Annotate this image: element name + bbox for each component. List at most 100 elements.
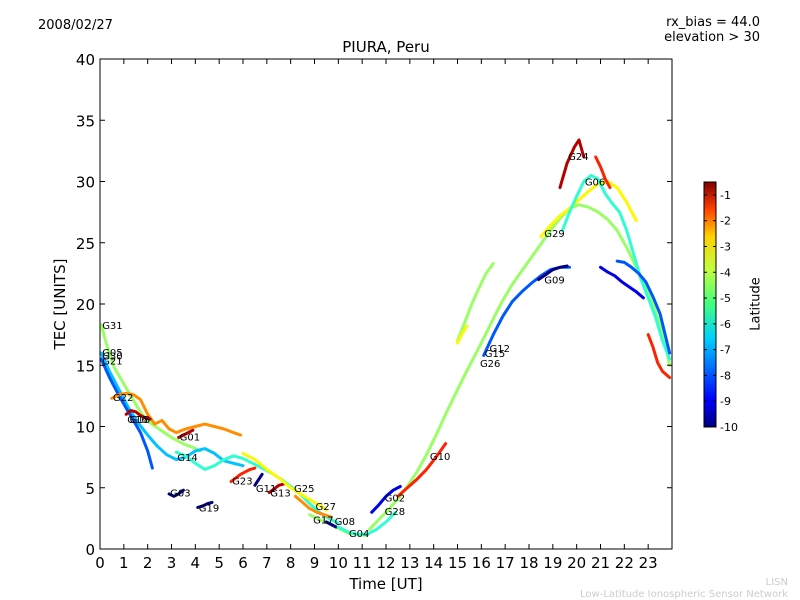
satellite-label-g21: G21 — [102, 356, 122, 367]
y-tick-label: 25 — [76, 235, 95, 253]
x-axis-label: Time [UT] — [349, 575, 423, 593]
bias-info: rx_bias = 44.0 elevation > 30 — [664, 15, 760, 45]
colorbar — [703, 181, 717, 428]
satellite-label-layer: G31G05G30G21G22G16G18G01G14G03G19G23G11G… — [102, 152, 605, 540]
colorbar-tick-label: -7 — [720, 344, 731, 357]
x-tick-label: 5 — [214, 554, 224, 572]
satellite-label-g19: G19 — [199, 503, 219, 514]
series-line-g27 — [293, 494, 333, 519]
series-line-g05 — [99, 351, 245, 468]
x-tick-label: 0 — [95, 554, 105, 572]
x-tick-label: 11 — [353, 554, 372, 572]
x-tick-label: 4 — [191, 554, 201, 572]
satellite-label-g12: G12 — [489, 344, 509, 355]
colorbar-tick-label: -6 — [720, 318, 731, 331]
x-tick-label: 1 — [119, 554, 129, 572]
series-line-g18 — [615, 259, 672, 355]
series-line-g29 — [539, 180, 638, 239]
satellite-label-g10: G10 — [430, 452, 450, 463]
colorbar-tick-label: -8 — [720, 369, 731, 382]
satellite-label-g30: G30 — [102, 351, 122, 362]
x-tick-label: 23 — [639, 554, 658, 572]
series-line-g03 — [167, 488, 185, 498]
satellite-label-g31: G31 — [102, 321, 122, 332]
colorbar-tick-label: -9 — [720, 395, 731, 408]
y-tick-label: 20 — [76, 296, 95, 314]
y-tick-label: 30 — [76, 174, 95, 192]
satellite-label-g17: G17 — [313, 516, 333, 527]
plot-frame — [99, 58, 673, 550]
y-axis: 0 5 10 15 20 25 30 35 40 — [76, 51, 672, 559]
x-tick-label: 20 — [567, 554, 586, 572]
series-line-g19 — [196, 500, 214, 509]
series-line-g20 — [599, 265, 645, 300]
series-line-g28 — [367, 203, 672, 531]
colorbar-tick-label: -1 — [720, 189, 731, 202]
series-layer — [99, 138, 672, 537]
x-tick-label: 18 — [519, 554, 538, 572]
satellite-label-g02: G02 — [385, 494, 405, 505]
satellite-label-g09: G09 — [544, 276, 564, 287]
x-axis: 0 1 2 3 4 5 6 7 8 9 10 11 12 13 14 15 16 17 18 19 20 21 22 23 — [95, 59, 658, 572]
series-line-g04 — [336, 510, 397, 536]
rx-bias-label: rx_bias = 44.0 — [666, 15, 760, 30]
x-tick-label: 16 — [472, 554, 491, 572]
satellite-label-g05: G05 — [102, 348, 122, 359]
satellite-label-g26: G26 — [480, 359, 500, 370]
y-tick-label: 5 — [85, 480, 95, 498]
x-tick-label: 9 — [310, 554, 320, 572]
satellite-label-g23: G23 — [232, 476, 252, 487]
x-tick-label: 15 — [448, 554, 467, 572]
series-line-g24 — [558, 138, 586, 190]
x-tick-label: 12 — [376, 554, 395, 572]
colorbar-tick-label: -4 — [720, 266, 731, 279]
series-line-g15 — [456, 262, 495, 343]
series-line-g16 — [124, 409, 152, 421]
x-tick-label: 21 — [591, 554, 610, 572]
series-line-g25 — [241, 451, 328, 512]
series-line-g02 — [370, 485, 402, 514]
x-tick-label: 10 — [329, 554, 348, 572]
series-line-g06 — [560, 173, 672, 361]
x-tick-label: 3 — [167, 554, 177, 572]
satellite-label-g22: G22 — [113, 393, 133, 404]
satellite-label-g25: G25 — [294, 484, 314, 495]
satellite-label-g28: G28 — [385, 507, 405, 518]
x-tick-label: 17 — [496, 554, 515, 572]
x-tick-label: 2 — [143, 554, 153, 572]
satellite-label-g29: G29 — [544, 229, 564, 240]
satellite-label-g15: G15 — [485, 349, 505, 360]
series-line-g22 — [110, 391, 243, 437]
colorbar-tick-label: -3 — [720, 240, 731, 253]
series-line-g21 — [99, 357, 154, 470]
colorbar-tick-label: -10 — [720, 421, 738, 434]
satellite-label-g06: G06 — [585, 178, 605, 189]
series-line-g09 — [537, 264, 569, 281]
satellite-label-g16: G16 — [127, 415, 147, 426]
series-line-g30 — [594, 155, 612, 190]
series-line-g31 — [99, 323, 202, 453]
x-tick-label: 22 — [615, 554, 634, 572]
x-tick-label: 6 — [238, 554, 248, 572]
series-line-g23 — [229, 466, 257, 484]
x-tick-label: 8 — [286, 554, 296, 572]
satellite-label-g08: G08 — [335, 517, 355, 528]
satellite-label-g03: G03 — [170, 489, 190, 500]
x-tick-label: 13 — [400, 554, 419, 572]
satellite-label-g04: G04 — [349, 529, 369, 540]
satellite-label-g27: G27 — [316, 502, 336, 513]
colorbar-ticks: -1 -2 -3 -4 -5 -6 -7 -8 -9 -10 — [704, 189, 738, 434]
y-tick-label: 40 — [76, 51, 95, 69]
series-line-g13 — [267, 482, 285, 495]
series-line-g11 — [253, 472, 264, 487]
y-tick-label: 10 — [76, 419, 95, 437]
series-line-g07 — [646, 333, 672, 379]
satellite-label-g01: G01 — [180, 432, 200, 443]
series-line-g12 — [456, 324, 469, 345]
x-tick-label: 7 — [262, 554, 272, 572]
colorbar-tick-label: -2 — [720, 215, 731, 228]
colorbar-tick-label: -5 — [720, 292, 731, 305]
series-line-g01 — [177, 428, 195, 439]
watermark-long: Low-Latitude Ionospheric Sensor Network — [580, 589, 788, 600]
